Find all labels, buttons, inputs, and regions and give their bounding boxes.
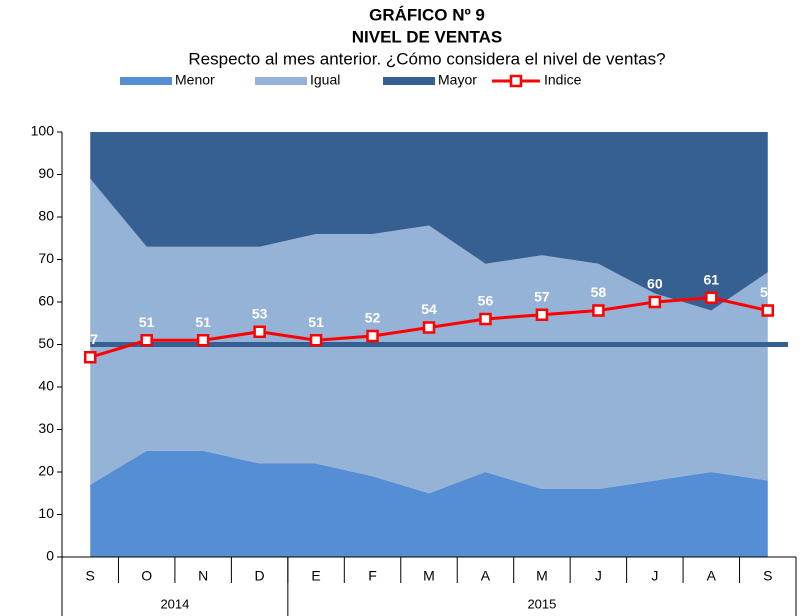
- index-marker: [592, 304, 605, 317]
- index-marker: [648, 295, 662, 309]
- group-label: 2015: [527, 596, 556, 611]
- chart-title: GRÁFICO Nº 9: [369, 5, 485, 24]
- y-tick-label: 80: [38, 208, 54, 224]
- legend-swatch: [120, 77, 172, 85]
- x-tick-label: A: [707, 568, 717, 584]
- legend-label: Menor: [175, 72, 215, 88]
- y-tick-label: 10: [38, 505, 54, 521]
- y-tick-label: 60: [38, 293, 54, 309]
- x-tick-label: S: [763, 568, 772, 584]
- data-label: 60: [647, 276, 663, 292]
- legend-marker: [509, 74, 523, 88]
- x-tick-label: D: [255, 568, 265, 584]
- x-tick-label: S: [86, 568, 95, 584]
- data-label: 51: [195, 314, 211, 330]
- index-marker: [761, 304, 775, 317]
- x-tick-label: J: [651, 568, 658, 584]
- data-label: 57: [534, 288, 550, 304]
- chart-subtitle: NIVEL DE VENTAS: [352, 27, 503, 46]
- y-tick-label: 40: [38, 378, 54, 394]
- y-tick-label: 30: [38, 420, 54, 436]
- index-marker: [253, 325, 266, 338]
- data-label: 56: [478, 293, 494, 309]
- data-label: 53: [252, 305, 268, 321]
- y-tick-label: 20: [38, 463, 54, 479]
- legend-label: Indice: [544, 72, 582, 88]
- data-label: 58: [591, 284, 607, 300]
- y-tick-label: 90: [38, 165, 54, 181]
- group-label: 2014: [160, 596, 189, 611]
- data-label: 54: [421, 301, 437, 317]
- y-tick-label: 50: [38, 335, 54, 351]
- x-tick-label: E: [311, 568, 320, 584]
- x-tick-label: O: [141, 568, 152, 584]
- area: [90, 132, 768, 311]
- area: [90, 178, 768, 494]
- area: [90, 450, 768, 557]
- index-marker: [196, 334, 210, 347]
- index-marker: [309, 334, 323, 347]
- x-tick-label: N: [198, 568, 208, 584]
- x-tick-label: A: [481, 568, 491, 584]
- index-marker: [422, 321, 436, 334]
- x-tick-label: M: [423, 568, 435, 584]
- data-label: 51: [139, 314, 155, 330]
- y-tick-label: 0: [46, 548, 54, 564]
- legend-swatch: [383, 77, 435, 85]
- index-marker: [535, 308, 549, 321]
- index-marker: [140, 334, 153, 347]
- data-label: 61: [704, 271, 720, 287]
- data-label: 51: [308, 314, 324, 330]
- legend-swatch: [255, 77, 307, 85]
- legend-label: Mayor: [438, 72, 477, 88]
- chart-question: Respecto al mes anterior. ¿Cómo consider…: [188, 49, 665, 68]
- y-tick-label: 70: [38, 250, 54, 266]
- data-label: 58: [760, 284, 776, 300]
- legend-label: Igual: [310, 72, 340, 88]
- index-marker: [83, 351, 97, 364]
- x-tick-label: J: [595, 568, 602, 584]
- x-tick-label: F: [368, 568, 377, 584]
- data-label: 52: [365, 310, 381, 326]
- index-marker: [366, 329, 379, 343]
- index-marker: [705, 291, 718, 304]
- index-marker: [479, 312, 492, 326]
- x-tick-label: M: [536, 568, 548, 584]
- data-label: 47: [82, 331, 98, 347]
- y-tick-label: 100: [31, 123, 55, 139]
